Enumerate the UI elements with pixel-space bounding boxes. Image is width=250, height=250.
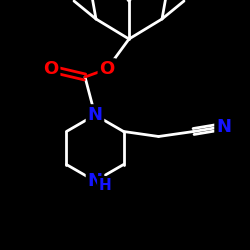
Text: N: N — [88, 106, 102, 124]
Text: O: O — [44, 60, 59, 78]
Text: O: O — [100, 60, 114, 78]
Text: N: N — [216, 118, 231, 136]
Text: H: H — [98, 178, 112, 192]
Text: N: N — [88, 172, 102, 190]
